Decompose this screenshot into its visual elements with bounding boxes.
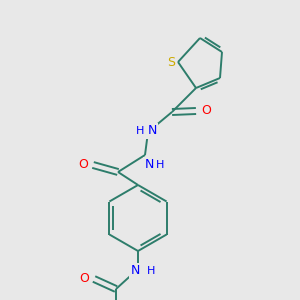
Text: O: O (201, 104, 211, 118)
Text: N: N (144, 158, 154, 172)
Text: H: H (147, 266, 155, 276)
Text: H: H (156, 160, 164, 170)
Text: S: S (167, 56, 175, 68)
Text: O: O (78, 158, 88, 172)
Text: O: O (79, 272, 89, 286)
Text: H: H (136, 126, 144, 136)
Text: N: N (130, 265, 140, 278)
Text: N: N (147, 124, 157, 137)
